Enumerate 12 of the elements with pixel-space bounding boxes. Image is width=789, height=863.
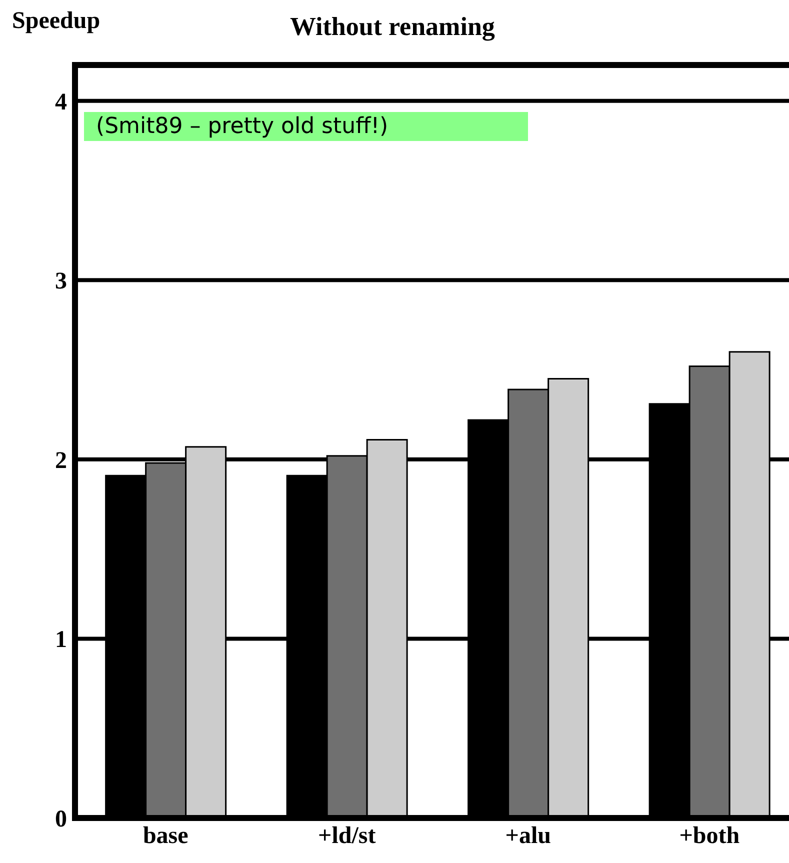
y-tick-label: 0 bbox=[55, 806, 67, 833]
chart-title: Without renaming bbox=[290, 12, 495, 42]
x-tick-label: +alu bbox=[505, 823, 551, 850]
y-axis-title: Speedup bbox=[12, 8, 100, 35]
note-box: (Smit89 – pretty old stuff!) bbox=[84, 112, 528, 141]
x-tick-label: +ld/st bbox=[318, 823, 376, 850]
y-tick-label: 3 bbox=[55, 268, 67, 295]
y-tick-label: 4 bbox=[55, 89, 67, 116]
y-tick-label: 1 bbox=[55, 627, 67, 654]
x-tick-label: base bbox=[142, 823, 189, 850]
y-tick-label: 2 bbox=[55, 448, 67, 474]
x-tick-label: +both bbox=[679, 823, 740, 850]
